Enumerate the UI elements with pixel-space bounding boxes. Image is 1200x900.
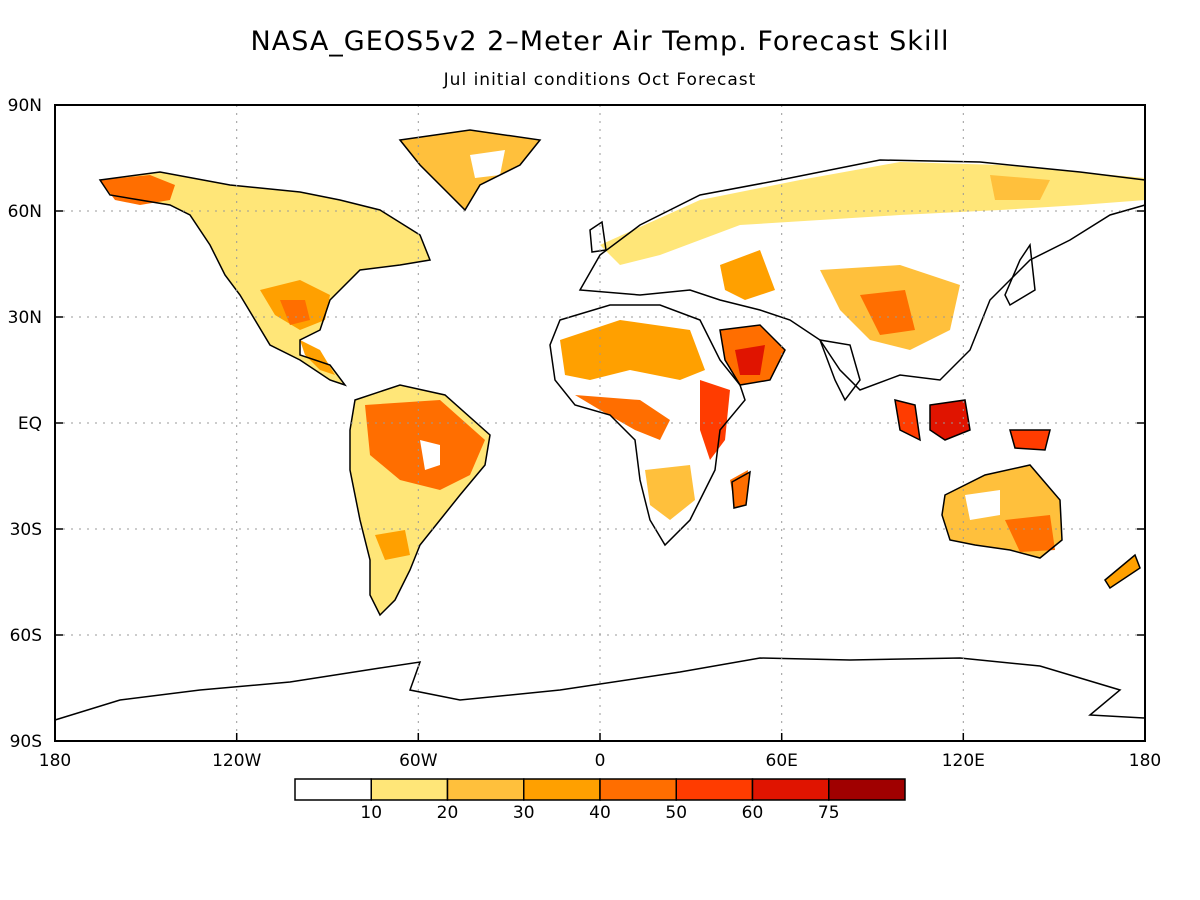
lon-label-60w: 60W <box>399 751 438 771</box>
map-title: NASA_GEOS5v2 2–Meter Air Temp. Forecast … <box>250 26 950 57</box>
colorbar-label: 30 <box>513 803 535 823</box>
lon-label-0: 0 <box>595 751 606 771</box>
latitude-labels: 90N 60N 30N EQ 30S 60S 90S <box>8 96 42 752</box>
grid-lines <box>55 105 1145 741</box>
lat-label-60s: 60S <box>10 626 42 646</box>
colorbar-label: 40 <box>589 803 611 823</box>
colorbar-label: 20 <box>437 803 459 823</box>
lat-label-60n: 60N <box>8 202 42 222</box>
lon-label-120w: 120W <box>212 751 261 771</box>
lat-label-eq: EQ <box>18 414 42 434</box>
coastlines <box>54 129 1146 721</box>
colorbar-swatch <box>599 778 677 801</box>
tick-marks <box>55 104 1145 741</box>
lon-label-60e: 60E <box>766 751 798 771</box>
lon-label-180w: 180 <box>39 751 71 771</box>
colorbar-swatch <box>370 778 449 801</box>
colorbar-swatch <box>675 778 754 801</box>
colorbar-swatch <box>294 778 372 801</box>
lon-label-120e: 120E <box>942 751 985 771</box>
colorbar-swatch <box>446 778 525 801</box>
map-area <box>54 104 1146 742</box>
longitude-labels: 180 120W 60W 0 60E 120E 180 <box>39 751 1161 771</box>
lat-label-30s: 30S <box>10 520 42 540</box>
lat-label-90s: 90S <box>10 732 42 752</box>
map-subtitle: Jul initial conditions Oct Forecast <box>443 70 757 90</box>
colorbar-label: 60 <box>742 803 764 823</box>
colorbar: 10 20 30 40 50 60 75 <box>294 778 906 823</box>
lat-label-90n: 90N <box>8 96 42 116</box>
colorbar-label: 75 <box>818 803 840 823</box>
colorbar-swatch <box>523 778 601 801</box>
colorbar-swatch <box>828 778 906 801</box>
colorbar-label: 10 <box>360 803 382 823</box>
colorbar-label: 50 <box>665 803 687 823</box>
lat-label-30n: 30N <box>8 308 42 328</box>
colorbar-swatch <box>751 778 830 801</box>
lon-label-180e: 180 <box>1129 751 1161 771</box>
